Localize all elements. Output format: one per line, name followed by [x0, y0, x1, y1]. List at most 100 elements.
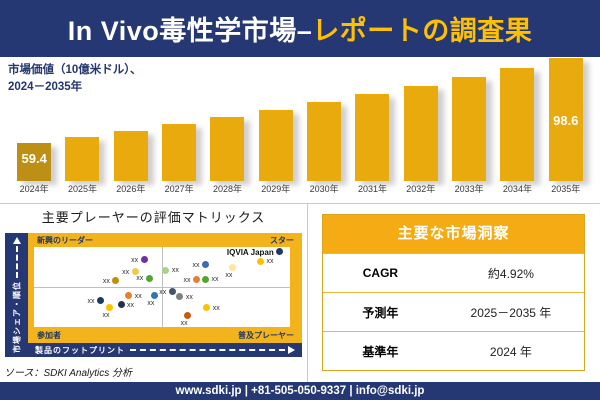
page-title: In Vivo毒性学市場–レポートの調査果 [68, 9, 533, 48]
matrix-y-axis: 市場シェア・順位 [5, 233, 28, 357]
point-label: xx [136, 275, 144, 283]
point-label: xx [134, 292, 142, 300]
point-dot [184, 311, 192, 319]
bar-2030年 [307, 102, 342, 181]
insights-table-header: 主要な市場洞察 [323, 215, 584, 253]
table-row-cagr: CAGR 約4.92% [323, 253, 584, 292]
bar-column: 2028年 [203, 57, 251, 197]
market-insights-table: 主要な市場洞察 CAGR 約4.92% 予測年 2025－2035 年 基準年 … [322, 214, 585, 371]
point-dot [168, 288, 176, 296]
bar-column: 2025年 [58, 57, 106, 197]
point-dot [106, 303, 114, 311]
point-label: xx [225, 272, 233, 279]
point-dot [125, 292, 133, 300]
quadrant-label-emerging-leaders: 新興のリーダー [37, 236, 93, 245]
x-axis-tick-label: 2024年 [19, 184, 49, 194]
point-label: xx [192, 261, 200, 269]
point-label: xx [159, 288, 167, 296]
point-dot [203, 304, 211, 312]
x-axis-tick-label: 2027年 [164, 184, 194, 194]
row-label: 予測年 [362, 305, 399, 320]
x-axis-tick-label: 2035年 [551, 184, 581, 194]
row-value: 2024 年 [489, 344, 532, 359]
arrow-up-icon [12, 237, 21, 244]
point-label: xx [131, 256, 139, 264]
point-dot [257, 257, 265, 265]
x-axis-dashed-line [130, 349, 285, 351]
point-label: xx [87, 297, 95, 305]
bar-2029年 [258, 110, 293, 181]
point-dot [97, 297, 105, 305]
quadrant-label-star: スター [270, 236, 294, 245]
bar-2026年 [113, 131, 148, 181]
bar-value-label: 59.4 [21, 151, 47, 166]
bar-column: 2029年 [252, 57, 300, 197]
point-label: xx [266, 258, 274, 265]
point-dot [162, 266, 170, 274]
point-label: xx [102, 277, 110, 285]
matrix-x-axis: 製品のフットプリント [28, 343, 302, 357]
bar-column: 2032年 [397, 57, 445, 197]
point-dot [202, 275, 210, 283]
y-axis-dashed-line [15, 246, 18, 278]
point-label: IQVIA Japan [226, 247, 274, 257]
point-dot [193, 276, 201, 284]
page-title-white: In Vivo毒性学市場– [67, 16, 313, 46]
bar-column: 2026年 [107, 57, 155, 197]
page-title-gold: レポートの調査果 [312, 16, 533, 46]
bar-column: 2033年 [445, 57, 493, 197]
point-label: xx [147, 300, 155, 307]
point-dot [117, 301, 125, 309]
quadrant-divider-horizontal [34, 287, 290, 288]
matrix-scatter-plot: xx xx xx xx xx xx xx xx IQVIA Japan xx xx xx xx xx xx x… [34, 247, 290, 327]
table-row-base-year: 基準年 2024 年 [323, 331, 584, 370]
bar-2035年: 98.6 [548, 58, 583, 181]
table-row-forecast-year: 予測年 2025－2035 年 [323, 292, 584, 331]
x-axis-tick-label: 2034年 [502, 184, 532, 194]
arrow-right-icon [288, 346, 295, 354]
bar-2025年 [65, 137, 100, 181]
chart-title: 市場価値（10億米ドル）、 2024－2035年 [8, 62, 142, 95]
y-axis-label: 市場シェア・順位 [12, 281, 21, 354]
bar-2032年 [403, 86, 438, 181]
point-dot [150, 291, 158, 299]
point-dot [145, 274, 153, 282]
x-axis-tick-label: 2026年 [116, 184, 146, 194]
quadrant-label-participants: 参加者 [37, 331, 61, 340]
bar-column: 2031年 [348, 57, 396, 197]
point-label: xx [185, 293, 193, 301]
bar-column: 2034年 [493, 57, 541, 197]
bar-column: 59.4 2024年 [10, 57, 58, 197]
point-label: xx [183, 276, 191, 284]
bar-value-label: 98.6 [553, 113, 579, 128]
x-axis-tick-label: 2029年 [261, 184, 291, 194]
player-matrix: 市場シェア・順位 新興のリーダー スター 参加者 普及プレーヤー xx xx xx x… [5, 233, 302, 357]
bar-2024年: 59.4 [17, 143, 52, 181]
point-dot [202, 261, 210, 269]
x-axis-tick-label: 2025年 [67, 184, 97, 194]
point-label: xx [212, 304, 220, 312]
x-axis-tick-label: 2033年 [454, 184, 484, 194]
chart-title-line2: 2024－2035年 [8, 80, 83, 93]
matrix-title: 主要プレーヤーの評価マトリックス [41, 210, 266, 225]
row-label: 基準年 [362, 344, 399, 359]
vertical-divider [307, 203, 308, 382]
source-note: ソース：SDKI Analytics 分析 [4, 368, 133, 379]
quadrant-label-pervasive-players: 普及プレーヤー [238, 331, 294, 340]
row-value: 約4.92% [487, 266, 534, 281]
bar-column: 2027年 [155, 57, 203, 197]
bar-column: 98.6 2035年 [542, 57, 590, 197]
x-axis-tick-label: 2030年 [309, 184, 339, 194]
bar-chart: 59.4 2024年 2025年 2026年 2027年 2028年 2029年 2030年 2… [10, 57, 590, 197]
point-label: xx [211, 276, 219, 283]
point-label: xx [122, 268, 130, 276]
bar-2034年 [500, 68, 535, 181]
point-dot [228, 263, 236, 271]
row-value: 2025－2035 年 [470, 305, 552, 320]
row-label: CAGR [362, 266, 399, 280]
horizontal-divider [0, 203, 600, 204]
bar-2031年 [355, 94, 390, 181]
chart-title-line1: 市場価値（10億米ドル）、 [8, 64, 142, 76]
x-axis-tick-label: 2031年 [357, 184, 387, 194]
point-label: xx [171, 267, 179, 275]
